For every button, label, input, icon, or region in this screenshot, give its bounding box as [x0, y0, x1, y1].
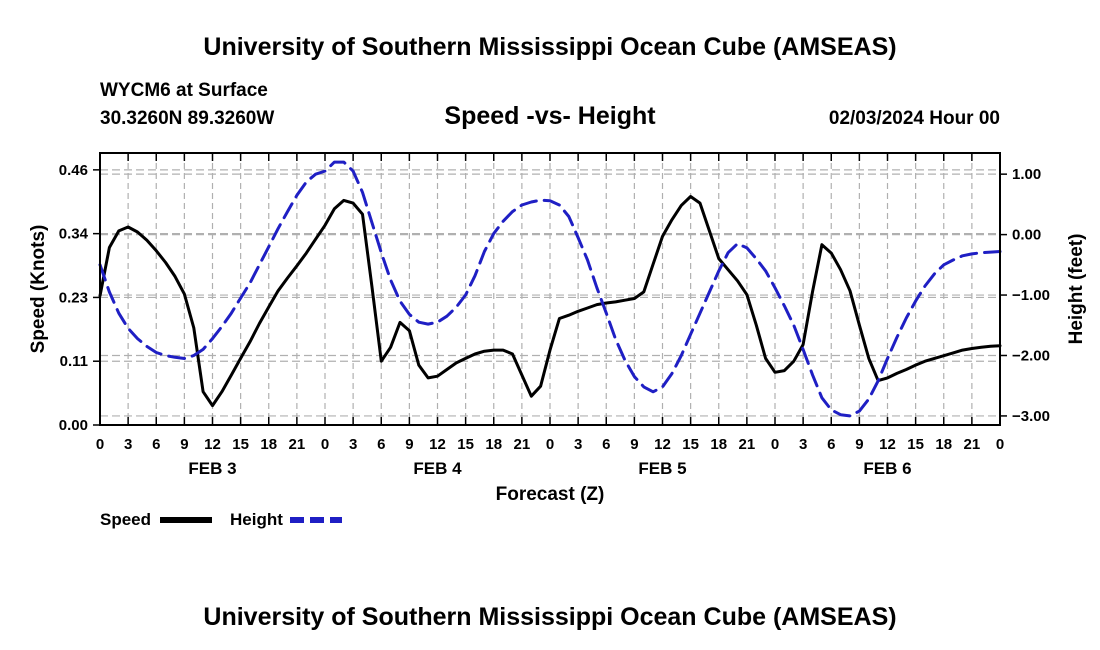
y-right-tick-label: 0.00 — [1012, 227, 1041, 244]
x-tick-label: 6 — [602, 436, 610, 453]
page-title-top: University of Southern Mississippi Ocean… — [203, 33, 896, 61]
y-left-tick-label: 0.23 — [59, 289, 88, 306]
y-left-tick-label: 0.34 — [59, 226, 89, 243]
x-tick-label: 15 — [682, 436, 699, 453]
legend-height-label: Height — [230, 510, 283, 529]
legend-speed-label: Speed — [100, 510, 151, 529]
x-tick-label: 15 — [907, 436, 924, 453]
x-tick-label: 0 — [96, 436, 104, 453]
day-label: FEB 5 — [638, 459, 686, 478]
x-tick-label: 3 — [574, 436, 582, 453]
y-left-tick-label: 0.11 — [60, 353, 88, 370]
x-tick-label: 3 — [349, 436, 357, 453]
x-tick-label: 21 — [514, 436, 531, 453]
x-tick-label: 3 — [799, 436, 807, 453]
x-axis-label: Forecast (Z) — [496, 484, 605, 505]
x-tick-label: 9 — [180, 436, 188, 453]
x-tick-label: 15 — [457, 436, 474, 453]
y-right-tick-label: −2.00 — [1012, 347, 1050, 364]
speed-line — [98, 195, 1002, 408]
y-axis-left-label: Speed (Knots) — [28, 225, 49, 354]
grid-lines — [100, 153, 1000, 425]
y-left-tick-label: 0.46 — [59, 162, 88, 179]
y-right-tick-label: 1.00 — [1012, 166, 1041, 183]
x-tick-label: 18 — [485, 436, 502, 453]
y-right-tick-label: −3.00 — [1012, 408, 1050, 425]
x-tick-label: 18 — [710, 436, 727, 453]
x-tick-label: 15 — [232, 436, 249, 453]
y-right-tick-label: −1.00 — [1012, 287, 1050, 304]
x-tick-label: 6 — [377, 436, 385, 453]
station-coordinates: 30.3260N 89.3260W — [100, 108, 274, 129]
y-left-tick-label: 0.00 — [59, 417, 88, 434]
day-label: FEB 3 — [188, 459, 236, 478]
x-tick-label: 9 — [630, 436, 638, 453]
legend: Speed Height — [100, 510, 342, 529]
axes: 0 3 6 9 12 15 18 21 0 3 6 9 12 15 18 21 0 3 6 9 12 15 18 21 0 3 6 9… — [59, 153, 1050, 478]
height-line — [98, 160, 1002, 418]
x-tick-label: 0 — [546, 436, 554, 453]
day-label: FEB 4 — [413, 459, 462, 478]
x-tick-label: 12 — [879, 436, 896, 453]
x-tick-label: 3 — [124, 436, 132, 453]
x-tick-label: 21 — [739, 436, 756, 453]
page-title-bottom: University of Southern Mississippi Ocean… — [203, 603, 896, 631]
x-tick-label: 0 — [321, 436, 329, 453]
x-tick-label: 0 — [771, 436, 779, 453]
x-tick-label: 9 — [855, 436, 863, 453]
day-label: FEB 6 — [863, 459, 911, 478]
x-tick-label: 21 — [964, 436, 981, 453]
y-axis-right-label: Height (feet) — [1066, 234, 1087, 345]
series-lines — [98, 160, 1002, 418]
station-label: WYCM6 at Surface — [100, 80, 268, 101]
x-tick-label: 9 — [405, 436, 413, 453]
forecast-datetime: 02/03/2024 Hour 00 — [829, 108, 1000, 129]
x-tick-label: 6 — [152, 436, 160, 453]
x-tick-label: 12 — [654, 436, 671, 453]
x-tick-label: 12 — [429, 436, 446, 453]
x-tick-label: 18 — [260, 436, 277, 453]
x-tick-label: 12 — [204, 436, 221, 453]
x-tick-label: 0 — [996, 436, 1004, 453]
chart-title: Speed -vs- Height — [444, 102, 656, 130]
x-tick-label: 6 — [827, 436, 835, 453]
x-tick-label: 18 — [935, 436, 952, 453]
x-tick-label: 21 — [289, 436, 306, 453]
